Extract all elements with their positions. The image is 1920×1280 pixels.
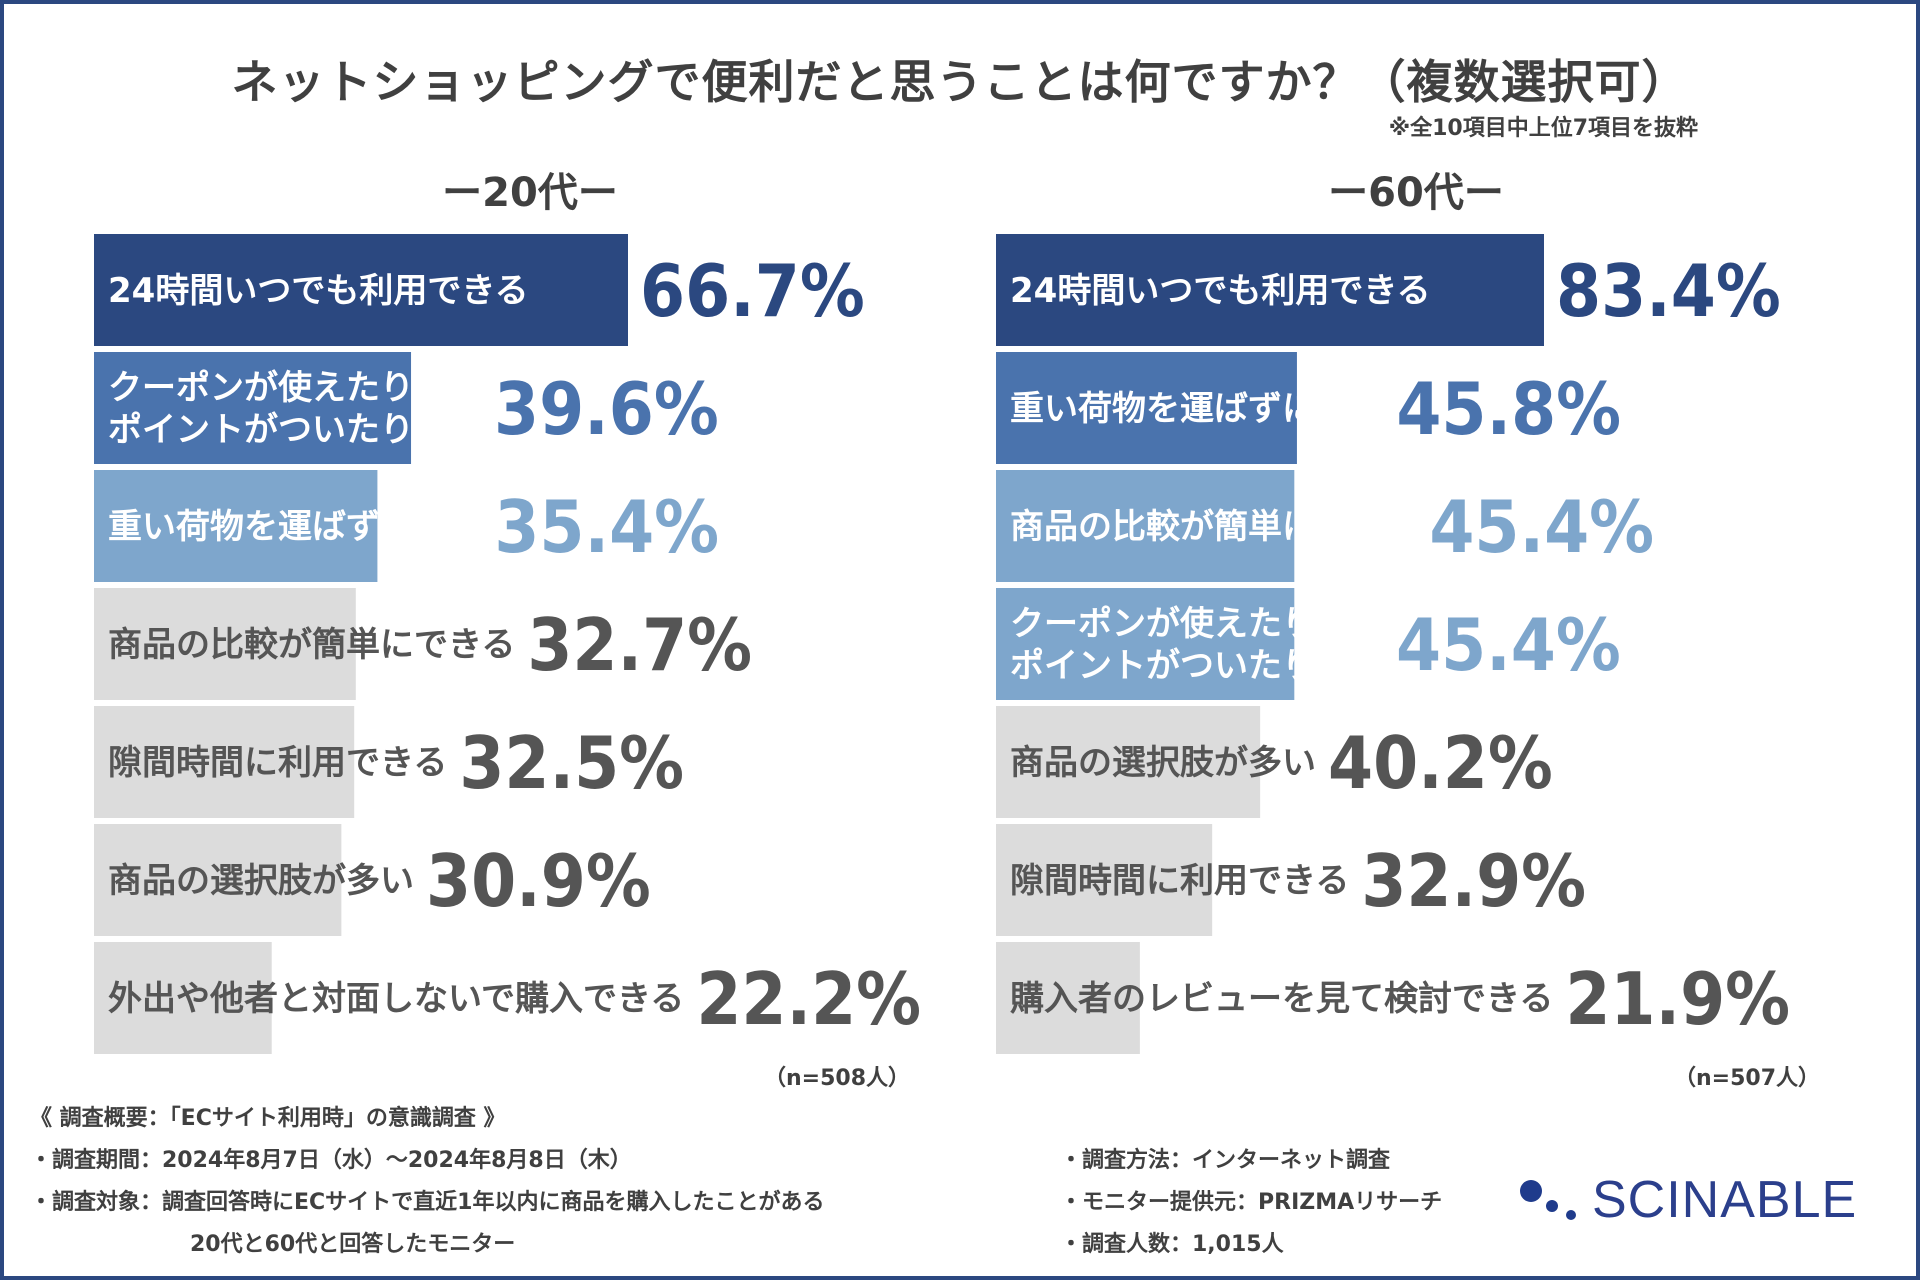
bar-4 — [996, 706, 1261, 818]
value-label-5: 30.9% — [426, 839, 651, 923]
category-label-5: 商品の選択肢が多い — [108, 861, 414, 901]
category-label-3: 商品の比較が簡単にできる — [108, 625, 515, 665]
bar-6 — [996, 942, 1140, 1054]
value-label-3: 45.4% — [1396, 603, 1621, 687]
bar-5 — [94, 824, 342, 936]
category-label-2: 重い荷物を運ばずにすむ — [108, 507, 482, 547]
n-note-20s: （n=508人） — [764, 1066, 911, 1091]
bar-4 — [94, 706, 355, 818]
bar-chart-1: 24時間いつでも利用できる 83.4% 重い荷物を運ばずにすむ 45.8% 商品の比較が… — [996, 234, 1790, 1054]
chart-title: ネットショッピングで便利だと思うことは何ですか？（複数選択可） — [231, 55, 1689, 109]
value-label-3: 32.7% — [527, 603, 752, 687]
bar-3 — [996, 588, 1295, 700]
category-label-0: 24時間いつでも利用できる — [108, 271, 529, 311]
bar-6 — [94, 942, 272, 1054]
value-label-4: 32.5% — [459, 721, 684, 805]
category-label-2: 商品の比較が簡単にできる — [1010, 507, 1417, 547]
value-label-2: 45.4% — [1429, 485, 1654, 569]
bar-1 — [996, 352, 1297, 464]
selection-note: ※全10項目中上位7項目を抜粋 — [1388, 116, 1698, 141]
panel-20s: ー20代ー 24時間いつでも利用できる 66.7% クーポンが使えたりポイントがつい… — [94, 160, 994, 1080]
bar-2 — [996, 470, 1295, 582]
category-label-4: 商品の選択肢が多い — [1010, 743, 1316, 783]
logo-text: SCINABLE — [1592, 1171, 1858, 1229]
value-label-0: 66.7% — [640, 249, 865, 333]
logo-dot-small-icon — [1566, 1210, 1576, 1220]
survey-target: ・調査対象：調査回答時にECサイトで直近1年以内に商品を購入したことがある — [30, 1190, 825, 1215]
monitor-provider: ・モニター提供元：PRIZMAリサーチ — [1060, 1190, 1443, 1215]
survey-period: ・調査期間：2024年8月7日（水）～2024年8月8日（木） — [30, 1148, 632, 1173]
bar-0 — [996, 234, 1544, 346]
overview-heading: 《 調査概要：「ECサイト利用時」の意識調査 》 — [30, 1106, 506, 1131]
panel-60s: ー60代ー 24時間いつでも利用できる 83.4% 重い荷物を運ばずにすむ 45.8%… — [996, 160, 1896, 1080]
survey-target-cont: 20代と60代と回答したモニター — [190, 1232, 516, 1257]
value-label-6: 22.2% — [696, 957, 921, 1041]
value-label-0: 83.4% — [1556, 249, 1781, 333]
category-label-6: 購入者のレビューを見て検討できる — [1010, 979, 1553, 1019]
bar-0 — [94, 234, 628, 346]
value-label-1: 39.6% — [494, 367, 719, 451]
bar-3 — [94, 588, 356, 700]
n-note-60s: （n=507人） — [1674, 1066, 1821, 1091]
category-label-0: 24時間いつでも利用できる — [1010, 271, 1431, 311]
category-label-3: クーポンが使えたりポイントがついたりする — [1010, 604, 1384, 686]
bar-1 — [94, 352, 412, 464]
respondent-count: ・調査人数：1,015人 — [1060, 1232, 1284, 1257]
value-label-1: 45.8% — [1396, 367, 1621, 451]
value-label-5: 32.9% — [1361, 839, 1586, 923]
survey-overview: 《 調査概要：「ECサイト利用時」の意識調査 》 ・調査期間：2024年8月7日… — [30, 1098, 824, 1266]
value-label-2: 35.4% — [494, 485, 719, 569]
panel-title-60s: ー60代ー — [1328, 170, 1504, 216]
survey-details: ・調査方法：インターネット調査 ・モニター提供元：PRIZMAリサーチ ・調査人… — [1060, 1140, 1442, 1266]
category-label-6: 外出や他者と対面しないで購入できる — [108, 979, 684, 1019]
logo-dot-large-icon — [1520, 1180, 1542, 1202]
category-label-4: 隙間時間に利用できる — [108, 743, 447, 783]
bar-2 — [94, 470, 378, 582]
value-label-4: 40.2% — [1328, 721, 1553, 805]
category-label-5: 隙間時間に利用できる — [1010, 861, 1349, 901]
value-label-6: 21.9% — [1565, 957, 1790, 1041]
category-label-1: クーポンが使えたりポイントがついたりする — [108, 368, 482, 450]
panel-title-20s: ー20代ー — [442, 170, 618, 216]
category-label-1: 重い荷物を運ばずにすむ — [1010, 389, 1384, 429]
scinable-logo: SCINABLE — [1520, 1170, 1880, 1230]
logo-dot-medium-icon — [1546, 1200, 1558, 1212]
survey-method: ・調査方法：インターネット調査 — [1060, 1148, 1391, 1173]
bar-chart-0: 24時間いつでも利用できる 66.7% クーポンが使えたりポイントがついたりする 39… — [94, 234, 921, 1054]
bar-5 — [996, 824, 1213, 936]
